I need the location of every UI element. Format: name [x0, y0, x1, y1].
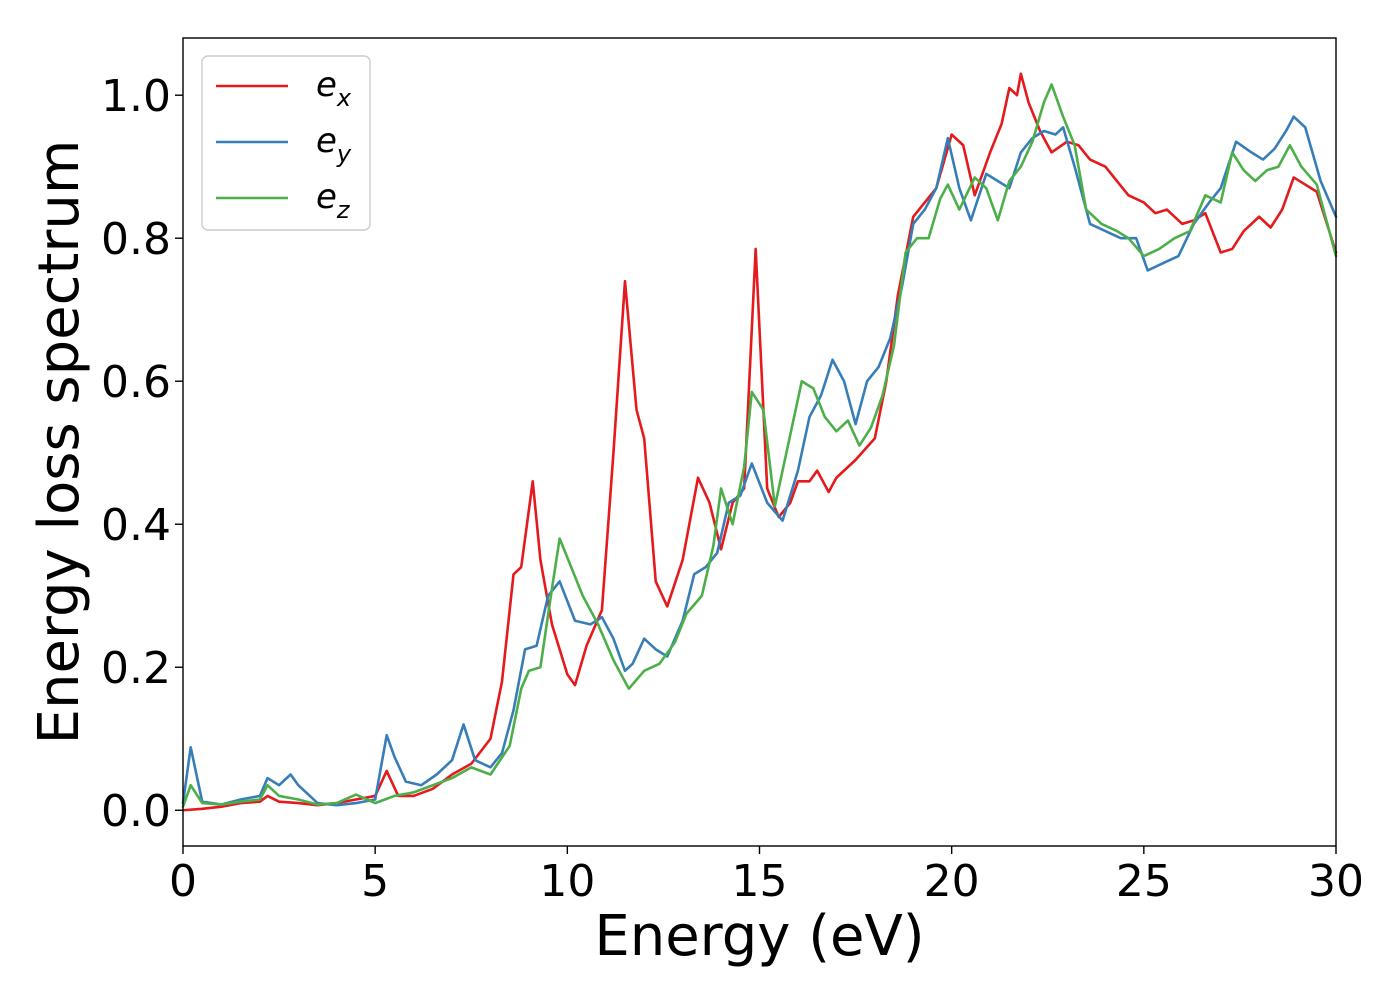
series-lines: [181, 72, 1338, 812]
legend-label-z: ez: [316, 177, 351, 224]
x-tick-label: 5: [361, 856, 389, 907]
series-line-e-y: [181, 115, 1338, 807]
x-axis-ticks: 0 5 10 15 20 25 30: [169, 846, 1364, 907]
y-axis-ticks: 0.0 0.2 0.4 0.6 0.8 1.0: [101, 71, 183, 837]
plot-background: [183, 38, 1336, 846]
y-tick-label: 1.0: [101, 71, 171, 122]
x-tick-label: 30: [1308, 856, 1364, 907]
y-tick-label: 0.6: [101, 357, 171, 408]
x-tick-label: 20: [924, 856, 980, 907]
x-tick-label: 25: [1116, 856, 1172, 907]
y-tick-label: 0.4: [101, 500, 171, 551]
y-tick-label: 0.8: [101, 214, 171, 265]
x-tick-label: 0: [169, 856, 197, 907]
x-tick-label: 10: [539, 856, 595, 907]
series-line-e-x: [181, 72, 1338, 812]
legend-label-y: ey: [316, 121, 352, 168]
series-line-e-z: [181, 83, 1338, 808]
legend: ex ey ez: [201, 55, 371, 231]
y-axis-label: Energy loss spectrum: [27, 140, 92, 745]
x-axis-label: Energy (eV): [594, 904, 924, 969]
x-tick-label: 15: [732, 856, 788, 907]
legend-label-x: ex: [316, 65, 352, 112]
y-tick-label: 0.0: [101, 786, 171, 837]
y-tick-label: 0.2: [101, 643, 171, 694]
